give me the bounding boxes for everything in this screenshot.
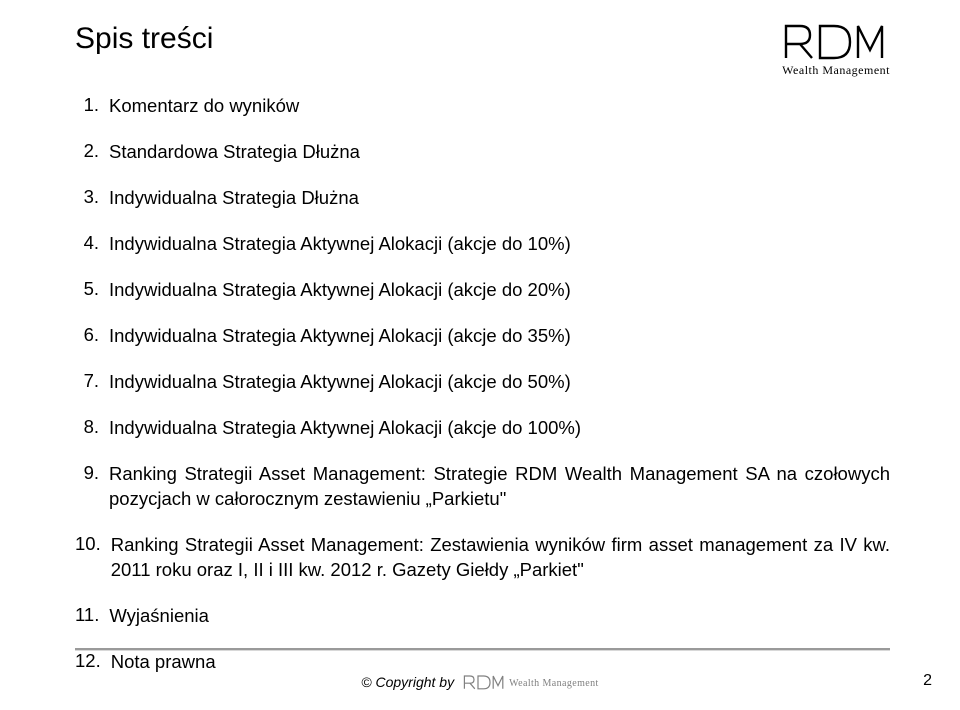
toc-item: 4. Indywidualna Strategia Aktywnej Aloka…	[75, 232, 890, 257]
toc-text: Komentarz do wyników	[109, 94, 890, 119]
toc-text: Ranking Strategii Asset Management: Stra…	[109, 462, 890, 512]
toc-num: 6.	[75, 324, 109, 346]
page: Spis treści Wealth Management 1. Komenta…	[0, 0, 960, 710]
toc-list: 1. Komentarz do wyników 2. Standardowa S…	[75, 94, 890, 675]
copyright-text: © Copyright by	[361, 674, 454, 690]
toc-item: 5. Indywidualna Strategia Aktywnej Aloka…	[75, 278, 890, 303]
rdm-logo-small-icon	[462, 672, 506, 692]
toc-item: 9. Ranking Strategii Asset Management: S…	[75, 462, 890, 512]
toc-item: 12. Nota prawna	[75, 650, 890, 675]
rdm-logo-icon	[780, 20, 890, 62]
toc-item: 1. Komentarz do wyników	[75, 94, 890, 119]
toc-num: 7.	[75, 370, 109, 392]
toc-text: Indywidualna Strategia Aktywnej Alokacji…	[109, 370, 890, 395]
footer: © Copyright by Wealth Management	[0, 672, 960, 692]
brand-logo: Wealth Management	[780, 20, 890, 76]
toc-item: 2. Standardowa Strategia Dłużna	[75, 140, 890, 165]
footer-brand-logo: Wealth Management	[462, 672, 599, 692]
footer-brand-sub: Wealth Management	[509, 678, 599, 689]
toc-item: 11. Wyjaśnienia	[75, 604, 890, 629]
toc-text: Indywidualna Strategia Aktywnej Alokacji…	[109, 416, 890, 441]
brand-logo-sub: Wealth Management	[780, 64, 890, 76]
toc-text: Indywidualna Strategia Aktywnej Alokacji…	[109, 278, 890, 303]
toc-num: 5.	[75, 278, 109, 300]
divider	[75, 648, 890, 650]
toc-num: 12.	[75, 650, 111, 672]
toc-item: 3. Indywidualna Strategia Dłużna	[75, 186, 890, 211]
toc-text: Indywidualna Strategia Aktywnej Alokacji…	[109, 324, 890, 349]
toc-num: 10.	[75, 533, 111, 555]
toc-text: Nota prawna	[111, 650, 890, 675]
header-row: Spis treści Wealth Management	[75, 20, 890, 76]
toc-item: 10. Ranking Strategii Asset Management: …	[75, 533, 890, 583]
toc-num: 1.	[75, 94, 109, 116]
toc-num: 9.	[75, 462, 109, 484]
toc-item: 8. Indywidualna Strategia Aktywnej Aloka…	[75, 416, 890, 441]
toc-num: 4.	[75, 232, 109, 254]
toc-text: Indywidualna Strategia Dłużna	[109, 186, 890, 211]
toc-num: 11.	[75, 604, 109, 626]
toc-text: Indywidualna Strategia Aktywnej Alokacji…	[109, 232, 890, 257]
toc-text: Standardowa Strategia Dłużna	[109, 140, 890, 165]
toc-num: 3.	[75, 186, 109, 208]
toc-num: 8.	[75, 416, 109, 438]
toc-text: Ranking Strategii Asset Management: Zest…	[111, 533, 890, 583]
toc-item: 7. Indywidualna Strategia Aktywnej Aloka…	[75, 370, 890, 395]
page-title: Spis treści	[75, 22, 213, 56]
toc-num: 2.	[75, 140, 109, 162]
toc-text-span: Ranking Strategii Asset Management: Zest…	[111, 534, 890, 580]
page-number: 2	[923, 672, 932, 690]
toc-text: Wyjaśnienia	[109, 604, 890, 629]
toc-item: 6. Indywidualna Strategia Aktywnej Aloka…	[75, 324, 890, 349]
